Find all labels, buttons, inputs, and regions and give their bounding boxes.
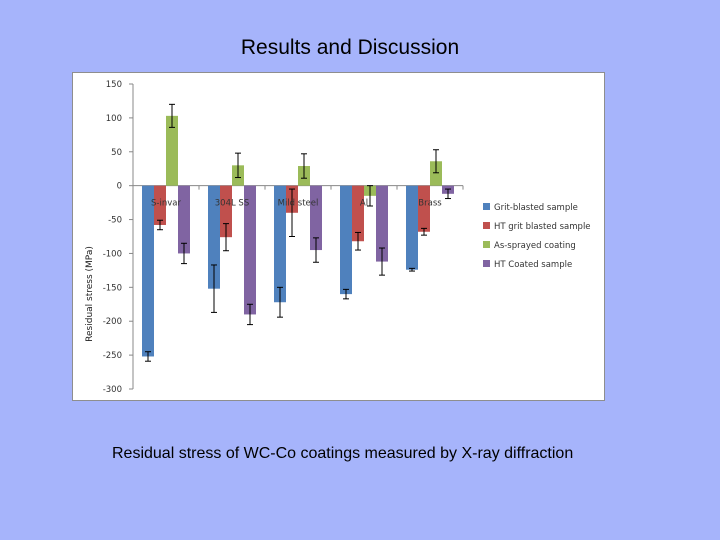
category-label: S-invar [151, 199, 181, 209]
legend-swatch [483, 260, 490, 267]
y-axis-label: Residual stress (MPa) [85, 246, 95, 342]
y-tick-label: 0 [117, 182, 122, 192]
bar [352, 185, 364, 242]
chart-area: 150 100 50 0 -50 -100 -150 -200 -250 -300 S-invar… [72, 72, 605, 401]
bar [178, 185, 190, 254]
bar [430, 161, 442, 186]
bar [166, 115, 178, 186]
bar-chart: 150 100 50 0 -50 -100 -150 -200 -250 -300 S-invar… [85, 80, 591, 395]
y-tick-label: 100 [106, 114, 122, 124]
legend: Grit-blasted sample HT grit blasted sampl… [483, 203, 591, 270]
y-tick-label: -300 [103, 385, 122, 395]
slide-caption: Residual stress of WC-Co coatings measur… [112, 445, 574, 462]
y-tick-label: -100 [103, 249, 122, 259]
y-tick-label: -200 [103, 317, 122, 327]
bar [406, 185, 418, 270]
legend-label: HT Coated sample [494, 260, 572, 270]
legend-swatch [483, 222, 490, 229]
y-tick-label: 150 [106, 80, 122, 90]
category-label: Brass [418, 199, 442, 209]
legend-swatch [483, 203, 490, 210]
bar [340, 185, 352, 295]
legend-swatch [483, 241, 490, 248]
category-label: Al [360, 199, 368, 209]
category-label: 304L SS [215, 199, 249, 209]
y-tick-label: -150 [103, 283, 122, 293]
bar [154, 185, 166, 225]
category-label: Mild steel [278, 199, 319, 209]
category-labels: S-invar 304L SS Mild steel Al Brass [151, 199, 442, 209]
bar [220, 185, 232, 238]
bar [310, 185, 322, 251]
bar [376, 185, 388, 262]
legend-label: Grit-blasted sample [494, 203, 578, 213]
bar [418, 185, 430, 232]
legend-label: HT grit blasted sample [494, 222, 591, 232]
slide-title: Results and Discussion [240, 36, 460, 59]
y-tick-label: -250 [103, 351, 122, 361]
y-tick-label: -50 [108, 216, 122, 226]
bar [208, 185, 220, 289]
bar [244, 185, 256, 315]
y-tick-label: 50 [111, 148, 122, 158]
legend-label: As-sprayed coating [494, 241, 576, 251]
bars [142, 103, 454, 362]
bar [142, 185, 154, 357]
bar [274, 185, 286, 303]
